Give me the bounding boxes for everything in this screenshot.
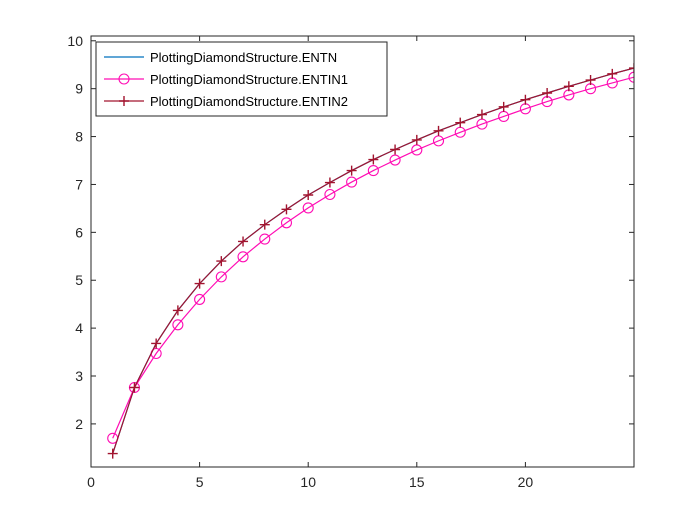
data-point-circle [259,233,271,245]
legend-swatch-circle [118,73,130,85]
x-tick-label: 15 [409,474,425,490]
data-point-circle [628,71,634,83]
legend-label: PlottingDiamondStructure.ENTIN1 [150,72,348,87]
x-tick-label: 5 [196,474,204,490]
data-point-plus [498,101,509,112]
data-point-plus [324,177,335,188]
data-point-plus [607,68,618,79]
y-tick-label: 9 [75,81,83,97]
legend-box [95,41,388,117]
data-point-plus [303,189,314,200]
data-point-circle [346,176,358,188]
y-tick-label: 3 [75,368,83,384]
series-group [107,63,634,459]
legend-item: PlottingDiamondStructure.ENTIN1 [104,72,348,87]
data-point-plus [129,382,140,393]
legend-item: PlottingDiamondStructure.ENTIN2 [104,94,348,109]
data-point-plus [194,278,205,289]
series-PlottingDiamondStructure.ENTIN2 [107,63,634,459]
data-point-plus [563,81,574,92]
y-tick-label: 4 [75,320,83,336]
x-tick-label: 20 [518,474,534,490]
data-point-plus [585,75,596,86]
legend-item: PlottingDiamondStructure.ENTN [104,50,337,65]
data-point-plus [281,204,292,215]
series-PlottingDiamondStructure.ENTIN1 [107,71,634,444]
y-tick-label: 7 [75,176,83,192]
x-tick-label: 10 [300,474,316,490]
data-point-circle [194,293,206,305]
data-point-plus [411,134,422,145]
axes-box [90,35,635,468]
legend-label: PlottingDiamondStructure.ENTIN2 [150,94,348,109]
data-point-plus [433,125,444,136]
series-line [112,76,634,439]
series-layer [107,63,634,459]
data-point-plus [216,256,227,267]
data-point-plus [368,154,379,165]
data-point-circle [367,165,379,177]
data-point-circle [172,319,184,331]
data-point-plus [172,305,183,316]
data-point-plus [629,63,634,74]
data-point-circle [389,154,401,166]
axes-layer: 0 5 10 15 20 2 3 4 5 6 7 8 9 10 [67,33,635,490]
data-point-plus [542,87,553,98]
legend-label: PlottingDiamondStructure.ENTN [150,50,337,65]
y-tick-label: 6 [75,224,83,240]
y-tick-label: 5 [75,272,83,288]
data-point-circle [215,271,227,283]
data-point-circle [237,251,249,263]
data-point-circle [411,144,423,156]
data-point-plus [238,236,249,247]
data-point-plus [151,338,162,349]
legend: PlottingDiamondStructure.ENTN PlottingDia… [95,41,388,117]
y-tick-label: 8 [75,129,83,145]
data-point-plus [390,144,401,155]
data-point-plus [455,117,466,128]
data-point-circle [324,188,336,201]
data-point-plus [476,109,487,120]
data-point-circle [432,135,445,147]
y-tick-label: 2 [75,416,83,432]
data-point-plus [346,165,357,176]
data-point-plus [259,219,270,230]
data-point-circle [302,202,314,214]
legend-swatch-plus [119,96,129,106]
y-tick-label: 10 [67,33,83,49]
x-tick-label: 0 [87,474,95,490]
data-point-plus [520,94,531,105]
data-point-plus [107,448,118,459]
data-point-circle [280,217,293,229]
